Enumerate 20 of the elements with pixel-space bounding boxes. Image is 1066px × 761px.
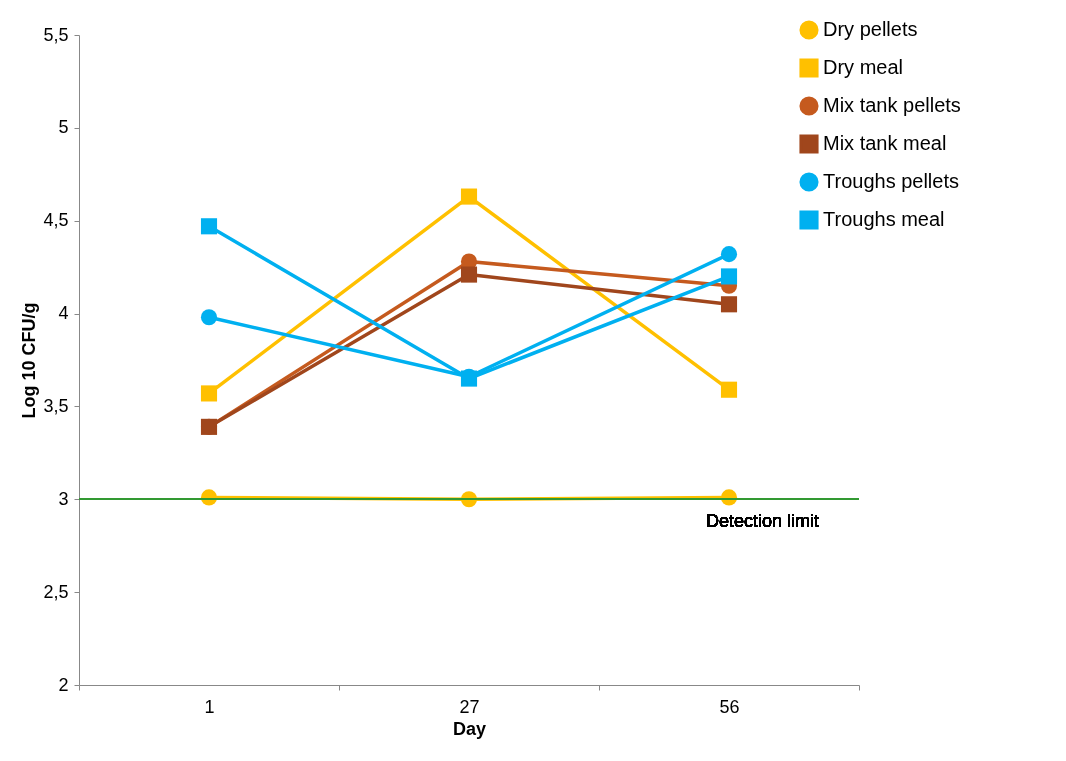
y-tick-label: 5,5	[43, 24, 69, 45]
y-tick-label: 5	[58, 117, 69, 138]
x-axis-title: Day	[452, 718, 487, 739]
ref-line-label: Detection limit	[705, 511, 819, 532]
legend-label: Dry meal	[823, 56, 904, 78]
legend-label: Troughs meal	[823, 208, 945, 230]
y-tick-label: 2	[58, 674, 69, 695]
legend-label: Dry pellets	[823, 18, 918, 40]
x-tick-label: 1	[204, 696, 215, 717]
y-tick-label: 2,5	[43, 581, 69, 602]
y-tick-label: 3,5	[43, 395, 69, 416]
y-axis-title: Log 10 CFU/g	[19, 302, 40, 419]
y-tick-label: 4	[58, 303, 69, 324]
legend-label: Mix tank pellets	[823, 94, 961, 116]
y-tick-label: 3	[58, 488, 69, 509]
legend-label: Mix tank meal	[823, 132, 947, 154]
x-tick-label: 27	[459, 696, 480, 717]
legend-label: Troughs pellets	[823, 170, 959, 192]
y-tick-label: 4,5	[43, 210, 69, 231]
x-tick-label: 56	[719, 696, 740, 717]
